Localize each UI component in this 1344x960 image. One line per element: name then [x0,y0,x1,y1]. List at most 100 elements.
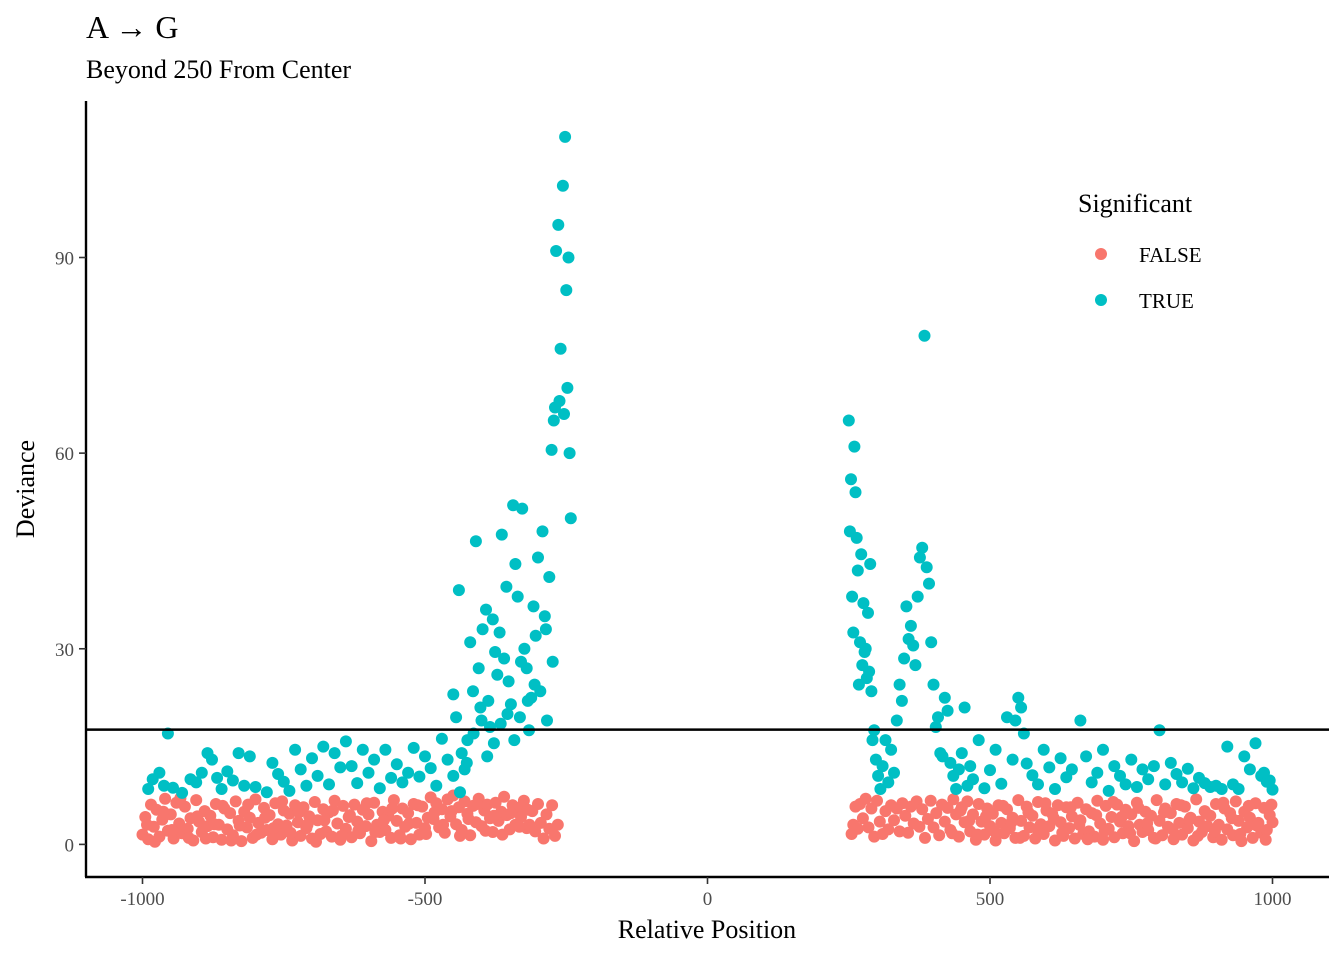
point-false [916,803,929,816]
point-false [1132,801,1145,814]
point-true [1142,773,1155,786]
point-true [345,760,358,773]
point-false [208,818,221,831]
point-true [898,652,911,665]
point-true [487,737,500,750]
point-true [306,752,318,765]
y-tick-label: 90 [55,249,74,270]
point-true [474,701,487,714]
point-true [936,750,949,763]
point-false [1030,822,1043,835]
point-true [232,747,245,760]
point-true [489,646,502,658]
point-true [215,783,228,795]
point-true [476,623,489,636]
point-true [1181,762,1194,775]
point-true [493,626,506,639]
point-false [411,799,424,812]
point-true [1258,766,1270,779]
point-false [420,828,433,840]
point-true [334,761,347,774]
point-true [857,597,870,610]
point-false [1150,794,1163,807]
point-true [413,770,426,783]
point-true [559,130,572,143]
point-false [537,832,550,845]
point-true [243,750,256,763]
point-true [328,747,341,760]
point-true [984,764,996,777]
point-true [1049,783,1061,795]
point-true [1108,760,1121,773]
point-true [852,678,865,691]
point-true [1102,784,1115,797]
point-false [899,809,912,822]
point-false [919,831,931,844]
point-false [462,813,475,825]
point-true [249,781,262,793]
point-true [402,766,415,779]
point-true [289,743,302,756]
point-true [1243,763,1256,776]
point-false [1073,818,1086,831]
point-false [293,806,305,819]
point-true [507,499,520,512]
point-true [1080,750,1093,763]
point-true [283,784,296,797]
point-true [958,701,971,714]
point-true [911,590,924,603]
point-false [513,820,526,833]
point-true [527,600,540,613]
point-true [516,502,529,515]
point-false [941,801,954,814]
point-true [1125,753,1138,766]
point-false [954,804,967,817]
point-true [941,704,954,717]
point-false [963,814,976,827]
point-true [890,714,903,727]
point-true [1091,766,1104,779]
point-false [1047,812,1060,825]
point-false [326,804,339,817]
point-true [547,414,560,427]
legend-false-key [1095,248,1107,260]
point-false [1097,833,1109,846]
point-true [464,636,477,649]
point-false [913,820,926,833]
point-false [933,829,946,842]
point-true [511,590,524,603]
point-true [950,783,963,795]
point-true [396,776,409,789]
y-tick-label: 0 [65,835,75,856]
x-tick-label: 0 [703,889,713,910]
point-true [967,773,979,786]
point-true [508,734,521,747]
point-true [1249,737,1262,750]
legend-true-key [1095,294,1107,306]
point-false [267,822,280,835]
points-layer [136,130,1279,848]
point-false [1234,828,1247,840]
point-true [541,714,553,727]
point-true [1159,778,1172,791]
point-false [1217,796,1230,809]
point-false [534,816,547,829]
point-true [876,760,889,773]
point-false [310,835,322,848]
point-true [362,766,375,779]
point-true [317,740,330,753]
point-true [1012,691,1025,704]
point-true [491,668,504,681]
point-true [502,675,515,688]
point-true [882,776,895,789]
point-true [1176,776,1189,789]
point-false [157,805,170,818]
point-false [250,828,263,841]
point-false [888,814,900,827]
point-false [403,817,416,830]
point-false [521,803,534,816]
point-false [1124,827,1137,840]
point-true [925,636,938,649]
point-true [552,218,565,231]
point-true [518,642,531,655]
